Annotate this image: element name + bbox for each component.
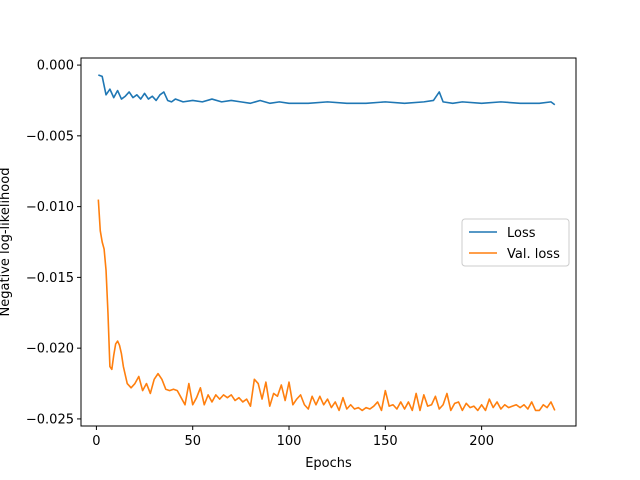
y-tick-label: −0.015 — [26, 271, 74, 286]
x-tick-label: 100 — [277, 434, 302, 449]
legend: Loss Val. loss — [461, 218, 570, 267]
plot-frame — [80, 57, 577, 427]
y-tick-label: −0.025 — [26, 412, 74, 427]
y-tick-label: −0.010 — [26, 200, 74, 215]
legend-entry: Loss — [507, 226, 536, 241]
series-line-2 — [97, 199, 556, 412]
y-tick-label: −0.005 — [26, 129, 74, 144]
x-tick-label: 150 — [373, 434, 398, 449]
x-tick-label: 50 — [184, 434, 201, 449]
y-tick-label: −0.020 — [26, 342, 74, 357]
legend-frame — [461, 218, 570, 267]
x-axis-label: Epochs — [305, 456, 352, 471]
axis-ticks: 0 50 100 150 200 0.000 −0.005 −0.010 −0.015 −0.02… — [26, 59, 494, 449]
y-axis-label: Negative log-likelihood — [0, 168, 13, 317]
y-tick-label: 0.000 — [37, 59, 74, 74]
legend-entry: Val. loss — [507, 247, 560, 262]
x-tick-label: 0 — [92, 434, 100, 449]
series-line-1 — [98, 74, 556, 106]
plot-area — [80, 57, 577, 427]
x-tick-label: 200 — [469, 434, 494, 449]
